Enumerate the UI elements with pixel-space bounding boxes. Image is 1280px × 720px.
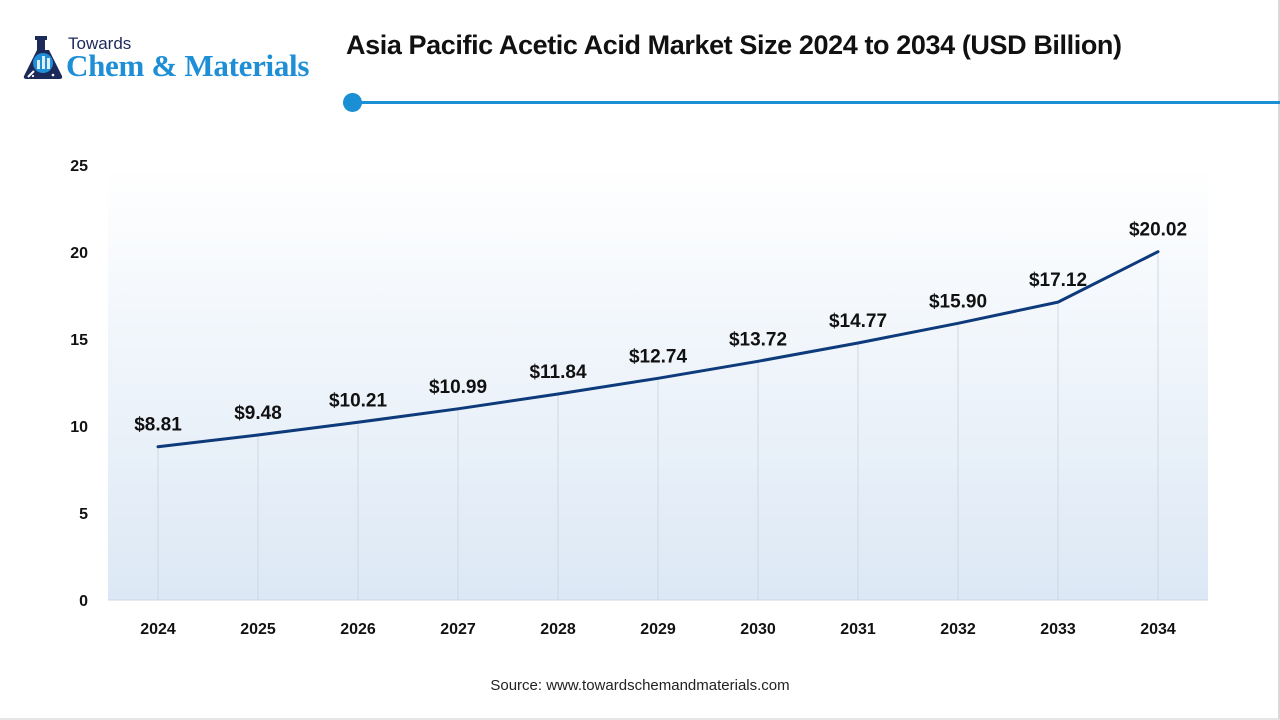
y-tick-label: 0 — [79, 593, 88, 610]
x-tick-label: 2029 — [640, 621, 676, 638]
x-tick-label: 2027 — [440, 621, 476, 638]
x-tick-label: 2034 — [1140, 621, 1176, 638]
x-tick-label: 2030 — [740, 621, 776, 638]
x-tick-label: 2028 — [540, 621, 576, 638]
x-tick-label: 2033 — [1040, 621, 1076, 638]
data-label: $14.77 — [829, 311, 887, 332]
data-label: $15.90 — [929, 291, 987, 312]
y-axis: 0 5 10 15 20 25 — [70, 158, 88, 610]
data-label: $12.74 — [629, 346, 688, 367]
x-tick-label: 2025 — [240, 621, 276, 638]
flask-icon — [23, 36, 63, 79]
data-label: $10.21 — [329, 390, 388, 411]
x-tick-label: 2024 — [140, 621, 176, 638]
data-label: $10.99 — [429, 377, 487, 398]
x-tick-label: 2031 — [840, 621, 876, 638]
x-tick-label: 2032 — [940, 621, 976, 638]
logo-text-towards: Towards — [68, 34, 132, 53]
brand-logo: Towards Chem & Materials — [22, 30, 332, 86]
y-tick-label: 20 — [70, 245, 88, 262]
title-accent-rule — [352, 101, 1280, 104]
data-label: $13.72 — [729, 329, 787, 350]
logo-text-brand: Chem & Materials — [66, 48, 310, 83]
y-tick-label: 5 — [79, 506, 88, 523]
y-tick-label: 25 — [70, 158, 88, 175]
x-tick-label: 2026 — [340, 621, 376, 638]
data-label: $11.84 — [529, 362, 586, 383]
data-label: $20.02 — [1129, 220, 1187, 241]
drop-lines — [157, 251, 1159, 600]
y-tick-label: 15 — [70, 332, 88, 349]
data-label: $17.12 — [1029, 270, 1087, 291]
source-note: Source: www.towardschemandmaterials.com — [490, 677, 790, 694]
chart-title: Asia Pacific Acetic Acid Market Size 202… — [346, 30, 1122, 60]
data-label: $9.48 — [234, 403, 282, 424]
x-axis: 2024 2025 2026 2027 2028 2029 2030 2031 2032 2033… — [140, 621, 1176, 638]
y-tick-label: 10 — [70, 419, 88, 436]
series-line — [156, 250, 1160, 449]
data-labels: $8.81 $9.48 $10.21 $10.99 $11.84 $12.74 $13.72… — [134, 220, 1187, 436]
data-label: $8.81 — [134, 415, 182, 436]
